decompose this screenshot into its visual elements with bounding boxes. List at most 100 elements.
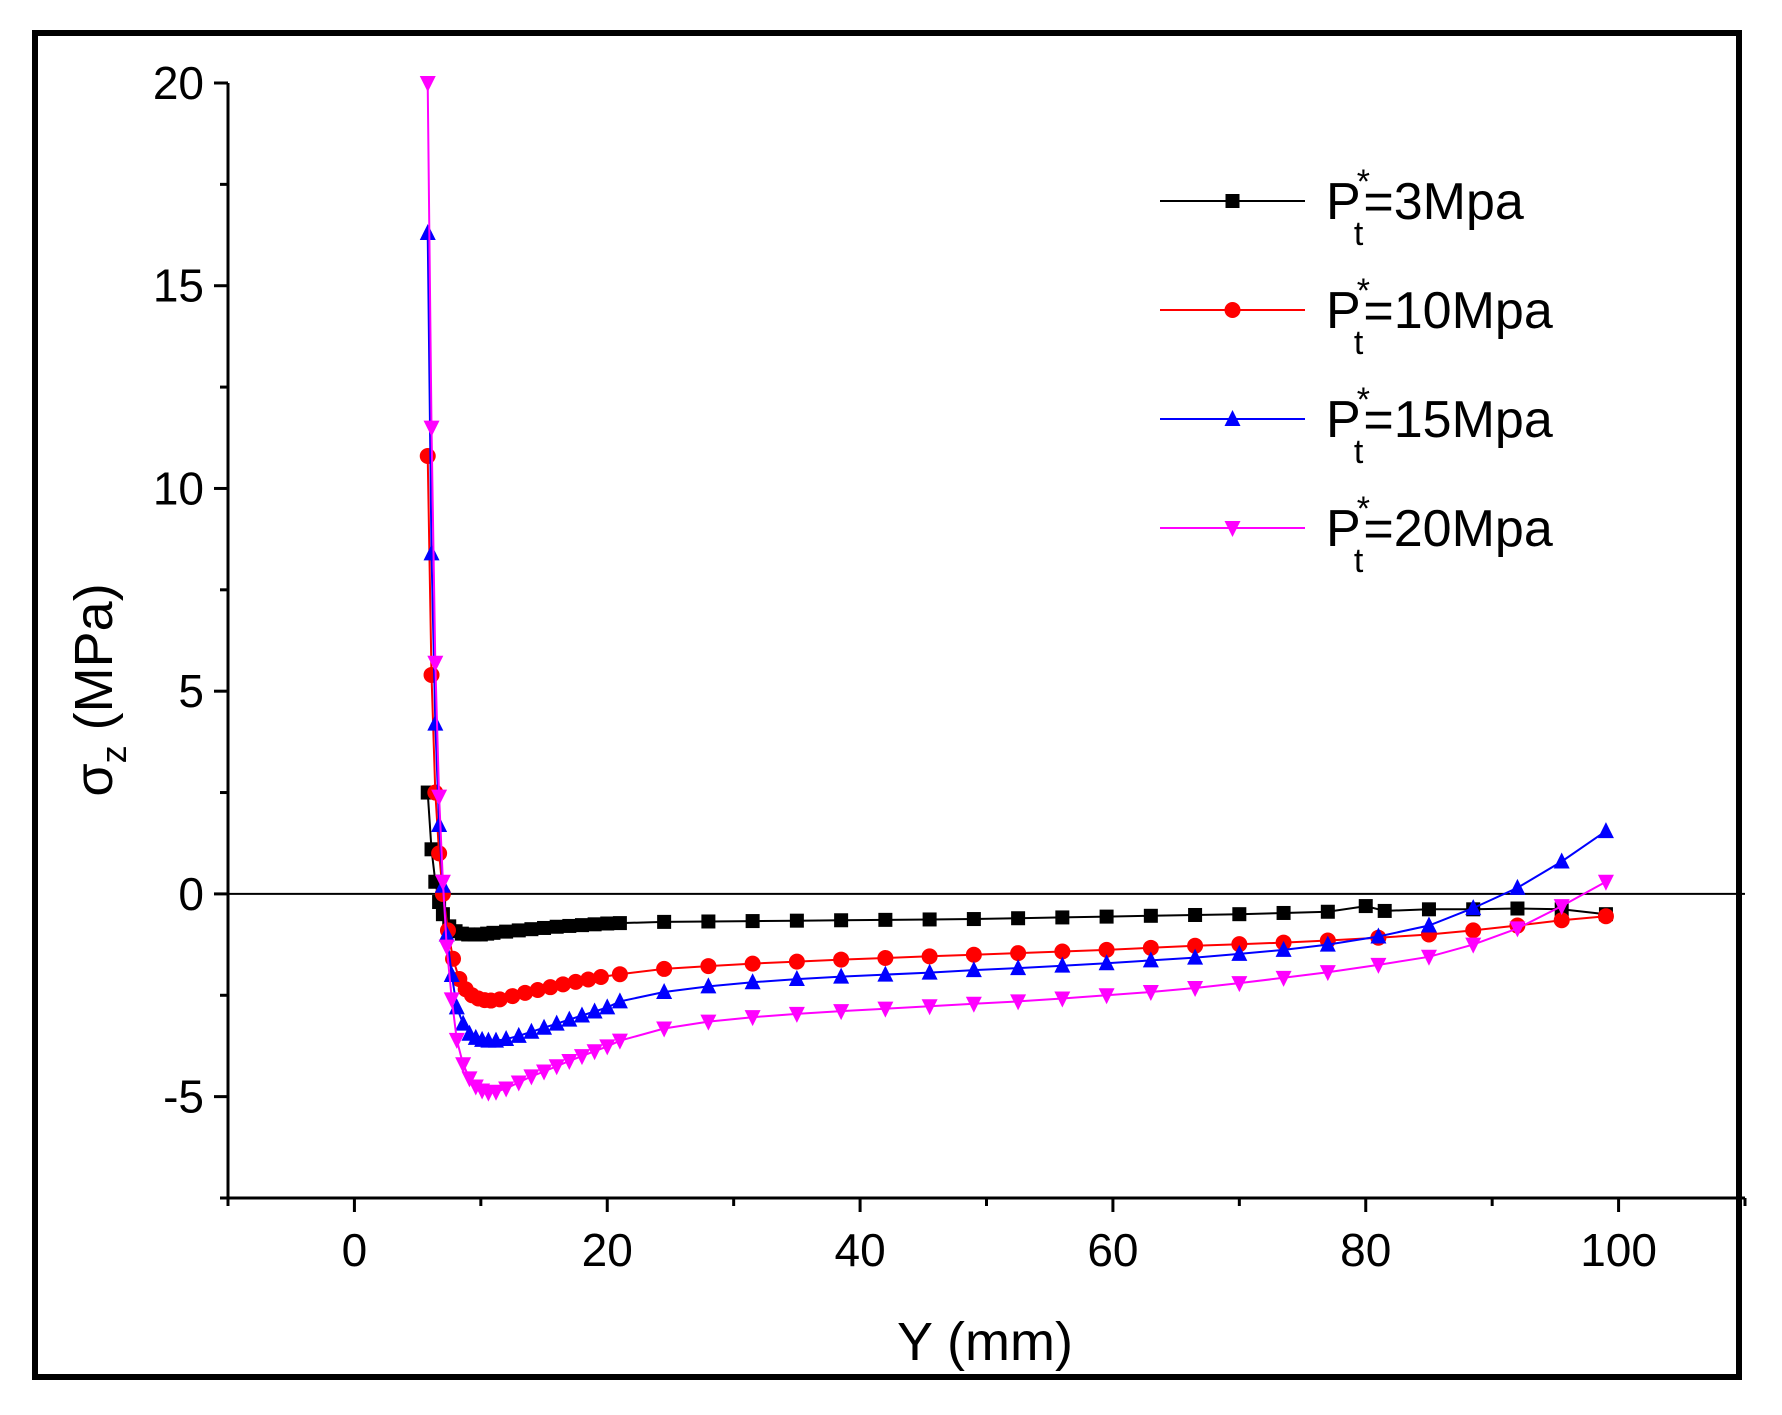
data-point <box>1232 907 1247 922</box>
y-tick-label: -5 <box>163 1071 204 1123</box>
data-point <box>1054 956 1071 973</box>
data-point <box>1188 907 1203 922</box>
data-point <box>1010 945 1027 962</box>
data-point <box>427 714 444 731</box>
data-point <box>1370 957 1387 974</box>
data-point <box>611 966 628 983</box>
data-point <box>965 961 982 978</box>
x-tick-label: 0 <box>342 1224 368 1276</box>
data-point <box>700 958 717 975</box>
data-point <box>498 1030 515 1047</box>
data-point <box>423 666 440 683</box>
data-point <box>921 999 938 1016</box>
data-point <box>561 1010 578 1027</box>
data-point <box>656 1021 673 1038</box>
data-point <box>1187 980 1204 997</box>
legend-marker <box>1225 194 1240 208</box>
data-point <box>486 925 501 940</box>
data-point <box>455 1057 472 1074</box>
data-point <box>657 914 672 929</box>
data-point <box>1231 936 1248 953</box>
y-axis-title: σz (MPa) <box>64 583 134 796</box>
legend-item: P* t=20Mpa <box>1160 490 1553 580</box>
data-point <box>517 984 534 1001</box>
data-point <box>1510 901 1525 916</box>
data-point <box>1420 949 1437 966</box>
data-point <box>434 874 451 891</box>
data-point <box>498 1081 515 1098</box>
data-point <box>788 970 805 987</box>
data-point <box>1553 912 1570 929</box>
data-point <box>1142 951 1159 968</box>
legend-label: P* t=10Mpa <box>1326 272 1553 362</box>
data-point <box>744 955 761 972</box>
data-point <box>922 912 937 927</box>
series-3 <box>419 224 1614 1048</box>
data-point <box>524 922 539 937</box>
data-point <box>1465 937 1482 954</box>
data-point <box>1231 976 1248 993</box>
data-point <box>700 1014 717 1031</box>
data-point <box>573 1049 590 1066</box>
data-point <box>580 971 597 988</box>
data-point <box>599 1039 616 1056</box>
data-point <box>435 907 450 922</box>
data-point <box>1098 941 1115 958</box>
data-point <box>877 1001 894 1018</box>
y-axis-title-unit: (MPa) <box>64 583 124 745</box>
data-point <box>1010 959 1027 976</box>
data-point <box>467 1079 484 1096</box>
data-point <box>504 988 521 1005</box>
data-point <box>419 76 436 92</box>
legend-marker <box>1224 521 1241 537</box>
data-point <box>1370 927 1387 944</box>
y-axis-title-sub: z <box>93 745 134 763</box>
data-point <box>548 1059 565 1076</box>
data-point <box>878 912 893 927</box>
data-point <box>1142 939 1159 956</box>
series-line <box>426 82 1607 1094</box>
data-point <box>1465 899 1482 916</box>
data-point <box>745 914 760 929</box>
data-point <box>1276 905 1291 920</box>
legend-item: P* t=3Mpa <box>1160 163 1524 253</box>
x-tick-label: 80 <box>1340 1224 1391 1276</box>
data-point <box>1553 899 1570 916</box>
y-tick-label: 10 <box>153 462 204 514</box>
data-point <box>1597 908 1614 925</box>
data-point <box>1597 874 1614 891</box>
data-point <box>455 1014 472 1031</box>
data-point <box>600 916 615 931</box>
data-point <box>431 845 448 862</box>
data-point <box>700 977 717 994</box>
data-point <box>548 1014 565 1031</box>
legend-item: P* t=10Mpa <box>1160 272 1553 362</box>
data-point <box>1421 902 1436 917</box>
data-point <box>423 544 440 561</box>
data-point <box>789 913 804 928</box>
x-tick-label: 40 <box>834 1224 885 1276</box>
data-point <box>1597 822 1614 839</box>
data-point <box>1011 911 1026 926</box>
data-point <box>1358 899 1373 914</box>
axes: -5 0 5 10 15 20 0 20 40 60 80 100 <box>153 57 1747 1276</box>
data-point <box>499 924 514 939</box>
data-point <box>612 916 627 931</box>
legend: P* t=3Mpa P* t=10Mpa P* t=15Mpa P* t=20Mpa <box>1160 163 1553 580</box>
data-point <box>1187 937 1204 954</box>
data-point <box>921 963 938 980</box>
data-point <box>555 976 572 993</box>
data-point <box>1465 922 1482 939</box>
data-point <box>1098 988 1115 1005</box>
data-point <box>537 920 552 935</box>
x-tick-label: 20 <box>582 1224 633 1276</box>
data-point <box>1320 904 1335 919</box>
data-point <box>510 1026 527 1043</box>
data-point <box>1377 903 1392 918</box>
y-axis-title-main: σ <box>64 763 124 796</box>
data-point <box>586 1002 603 1019</box>
data-point <box>1187 948 1204 965</box>
data-point <box>549 919 564 934</box>
data-point <box>536 1018 553 1035</box>
data-point <box>1142 985 1159 1002</box>
